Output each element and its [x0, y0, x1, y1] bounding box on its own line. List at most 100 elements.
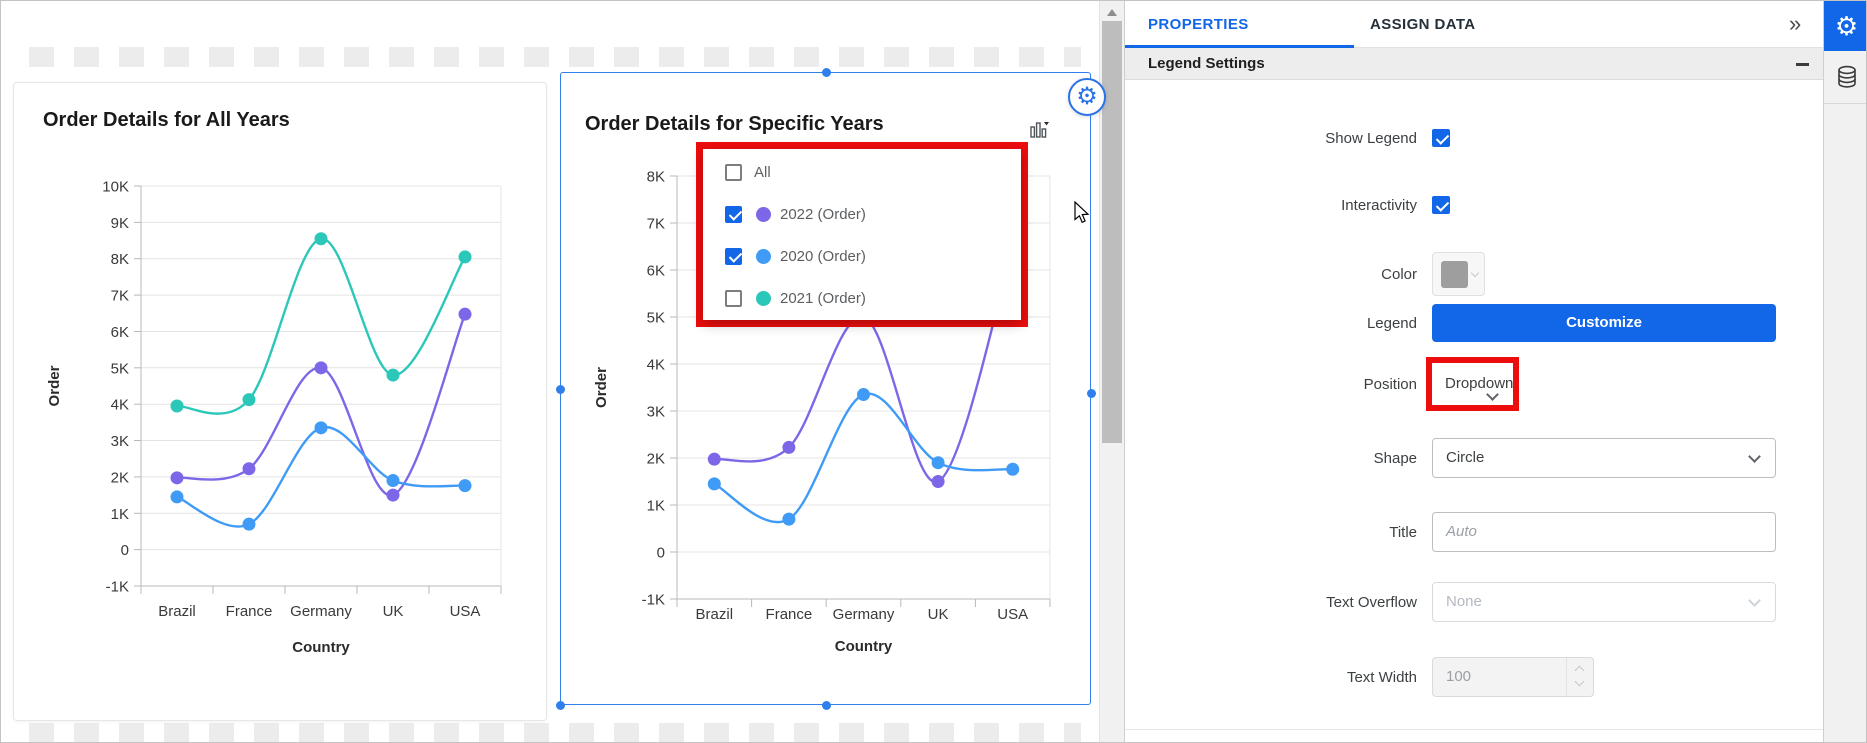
svg-text:9K: 9K: [111, 215, 129, 232]
customize-button[interactable]: Customize: [1432, 304, 1776, 342]
resize-handle-bottom-left[interactable]: [556, 701, 565, 710]
line-chart: 10K 9K 8K 7K 6K 5K 4K 3K 2K 1K 0 -1K Brazil France Ger…: [46, 179, 502, 656]
svg-text:8K: 8K: [647, 169, 665, 186]
number-spinner[interactable]: [1566, 658, 1593, 696]
text-width-row: Text Width 100: [1125, 657, 1823, 697]
chevron-down-icon: [1470, 268, 1480, 278]
show-legend-checkbox[interactable]: [1432, 129, 1450, 147]
svg-text:-1K: -1K: [642, 592, 665, 609]
canvas-scrollbar[interactable]: [1099, 1, 1124, 742]
legend-item-label: 2020 (Order): [780, 247, 866, 265]
position-select[interactable]: Dropdown: [1432, 375, 1514, 401]
svg-text:Germany: Germany: [290, 603, 352, 620]
svg-text:8K: 8K: [111, 251, 129, 268]
interactivity-checkbox[interactable]: [1432, 196, 1450, 214]
text-overflow-row: Text Overflow None: [1125, 582, 1823, 622]
svg-text:4K: 4K: [111, 397, 129, 414]
svg-text:Country: Country: [292, 639, 350, 656]
shape-value: Circle: [1446, 449, 1485, 466]
svg-text:Brazil: Brazil: [158, 603, 196, 620]
series-color-dot: [756, 290, 771, 306]
resize-handle-bottom[interactable]: [822, 701, 831, 710]
section-title: Legend Settings: [1148, 55, 1265, 72]
text-overflow-label: Text Overflow: [1326, 593, 1417, 611]
svg-text:0: 0: [121, 542, 129, 559]
collapse-section-icon[interactable]: [1796, 63, 1809, 66]
legend-item-checkbox[interactable]: [725, 163, 742, 181]
legend-dropdown-item[interactable]: 2021 (Order): [703, 277, 1021, 319]
text-width-input[interactable]: 100: [1432, 657, 1594, 697]
expand-panel-icon[interactable]: »: [1789, 11, 1802, 36]
legend-dropdown-item[interactable]: 2020 (Order): [703, 235, 1021, 277]
resize-handle-right[interactable]: [1087, 389, 1096, 398]
svg-text:Country: Country: [835, 638, 893, 655]
legend-item-checkbox[interactable]: [725, 289, 742, 307]
legend-dropdown-highlight: All 2022 (Order) 2020 (Order) 2021 (Order): [696, 142, 1028, 327]
svg-text:0: 0: [657, 545, 665, 562]
interactivity-row: Interactivity: [1125, 185, 1823, 225]
text-overflow-value: None: [1446, 593, 1482, 610]
chevron-down-icon: [1748, 594, 1761, 607]
data-source-icon[interactable]: [1824, 51, 1866, 104]
color-row: Color: [1125, 252, 1823, 296]
legend-row: Legend Customize: [1125, 304, 1823, 342]
tab-assign-data[interactable]: ASSIGN DATA: [1370, 16, 1476, 33]
legend-dropdown: All 2022 (Order) 2020 (Order) 2021 (Order): [703, 149, 1021, 320]
svg-text:UK: UK: [928, 606, 949, 623]
resize-handle-left[interactable]: [556, 385, 565, 394]
chart-widget-all-years[interactable]: Order Details for All Years 10K 9K 8K 7K 6K 5…: [14, 83, 546, 720]
legend-item-label: All: [754, 163, 771, 181]
dashboard-canvas: Order Details for All Years 10K 9K 8K 7K 6K 5…: [1, 1, 1106, 742]
show-legend-row: Show Legend: [1125, 118, 1823, 158]
svg-text:Order: Order: [46, 365, 63, 406]
settings-gear-icon[interactable]: ⚙: [1824, 1, 1866, 51]
legend-item-label: 2022 (Order): [780, 205, 866, 223]
spinner-down-icon[interactable]: [1574, 676, 1585, 687]
text-width-label: Text Width: [1346, 668, 1417, 686]
right-toolbar: ⚙: [1823, 1, 1866, 742]
widget-settings-gear-icon[interactable]: ⚙: [1068, 78, 1106, 116]
svg-text:Germany: Germany: [833, 606, 895, 623]
position-field-highlight: Dropdown: [1426, 357, 1520, 411]
svg-text:-1K: -1K: [106, 579, 129, 596]
text-width-value: 100: [1446, 668, 1472, 685]
title-placeholder: Auto: [1446, 523, 1477, 540]
svg-text:1K: 1K: [647, 498, 665, 515]
legend-item-label: 2021 (Order): [780, 289, 866, 307]
svg-text:USA: USA: [450, 603, 481, 620]
svg-text:France: France: [766, 606, 813, 623]
legend-dropdown-item[interactable]: All: [703, 151, 1021, 193]
scrollbar-thumb[interactable]: [1102, 21, 1122, 443]
svg-text:10K: 10K: [102, 179, 129, 196]
resize-handle-top[interactable]: [822, 68, 831, 77]
shape-select[interactable]: Circle: [1432, 438, 1776, 478]
svg-text:7K: 7K: [111, 288, 129, 305]
shape-label: Shape: [1373, 449, 1417, 467]
spinner-up-icon[interactable]: [1574, 665, 1585, 676]
chart-widget-specific-years[interactable]: Order Details for Specific Years 8K 7K 6K 5…: [556, 68, 1106, 710]
title-row: Title Auto: [1125, 512, 1823, 552]
text-overflow-select[interactable]: None: [1432, 582, 1776, 622]
series-color-dot: [756, 206, 771, 222]
legend-settings-section[interactable]: Legend Settings: [1125, 48, 1823, 80]
mouse-cursor: [1074, 201, 1090, 224]
legend-dropdown-item[interactable]: 2022 (Order): [703, 193, 1021, 235]
color-picker[interactable]: [1432, 252, 1485, 296]
svg-text:4K: 4K: [647, 357, 665, 374]
legend-item-checkbox[interactable]: [725, 205, 742, 223]
title-input[interactable]: Auto: [1432, 512, 1776, 552]
svg-text:5K: 5K: [111, 360, 129, 377]
series-color-dot: [756, 248, 771, 264]
position-value: Dropdown: [1445, 375, 1514, 392]
svg-text:Brazil: Brazil: [696, 606, 734, 623]
legend-label: Legend: [1366, 314, 1417, 332]
scrollbar-up-arrow-icon[interactable]: [1107, 9, 1117, 16]
legend-item-checkbox[interactable]: [725, 247, 742, 265]
legend-filter-icon[interactable]: [1028, 119, 1050, 141]
svg-text:6K: 6K: [111, 324, 129, 341]
svg-text:2K: 2K: [647, 451, 665, 468]
tab-properties[interactable]: PROPERTIES: [1148, 16, 1249, 33]
grid-placeholder-row-top: [29, 47, 1081, 67]
chart-title: Order Details for All Years: [43, 109, 290, 131]
chart-title: Order Details for Specific Years: [585, 113, 884, 135]
